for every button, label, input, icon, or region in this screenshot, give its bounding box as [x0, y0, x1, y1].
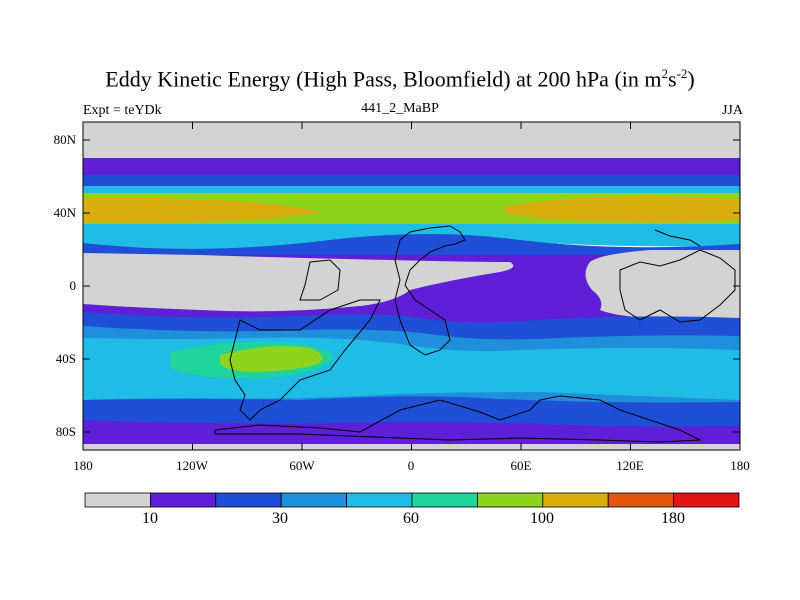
lat-label-40s: 40S [55, 351, 76, 366]
colorbar-label-60: 60 [403, 510, 419, 527]
lon-label-180w: 180 [73, 458, 93, 473]
lat-label-80s: 80S [55, 424, 76, 439]
lon-label-180e: 180 [730, 458, 750, 473]
jet-core-n-east [505, 196, 740, 223]
colorbar-label-100: 100 [530, 510, 554, 527]
jet-core-n-west [83, 197, 320, 223]
band-n-violet [83, 158, 740, 178]
lon-label-60w: 60W [289, 458, 315, 473]
band-polar-north [83, 122, 740, 165]
colorbar-label-180: 180 [661, 510, 685, 527]
jet-core-s [220, 346, 323, 372]
band-s-violet-lower [83, 420, 740, 450]
lat-label-eq: 0 [69, 278, 77, 293]
ekE-field [83, 122, 740, 450]
continent-outlines [214, 225, 736, 443]
colorbar-swatch-2 [215, 492, 282, 508]
colorbar-swatch-3 [280, 492, 348, 508]
lon-label-60e: 60E [510, 458, 532, 473]
plot-title: Eddy Kinetic Energy (High Pass, Bloomfie… [105, 66, 695, 92]
experiment-label: Expt = teYDk [83, 103, 162, 118]
colorbar [84, 492, 740, 508]
colorbar-label-30: 30 [272, 510, 288, 527]
band-n-blue [83, 175, 740, 189]
colorbar-swatch-4 [346, 492, 413, 508]
lon-ticks [82, 122, 741, 450]
colorbar-swatch-5 [411, 492, 478, 508]
colorbar-swatch-0 [84, 492, 151, 508]
colorbar-swatch-7 [542, 492, 609, 508]
lat-label-40n: 40N [53, 205, 76, 220]
tropic-min-west [83, 253, 514, 312]
run-label: 441_2_MaBP [361, 101, 439, 116]
colorbar-swatch-6 [476, 492, 544, 508]
lon-label-120w: 120W [176, 458, 208, 473]
colorbar-swatch-8 [607, 492, 675, 508]
tropic-min-east [585, 250, 740, 320]
lon-label-120e: 120E [616, 458, 644, 473]
colorbar-label-10: 10 [142, 510, 158, 527]
season-label: JJA [721, 103, 743, 118]
colorbar-swatch-1 [149, 492, 217, 508]
lat-ticks [83, 139, 740, 433]
colorbar-swatch-9 [673, 492, 740, 508]
lon-label-0: 0 [407, 458, 415, 473]
lat-label-80n: 80N [53, 132, 76, 147]
